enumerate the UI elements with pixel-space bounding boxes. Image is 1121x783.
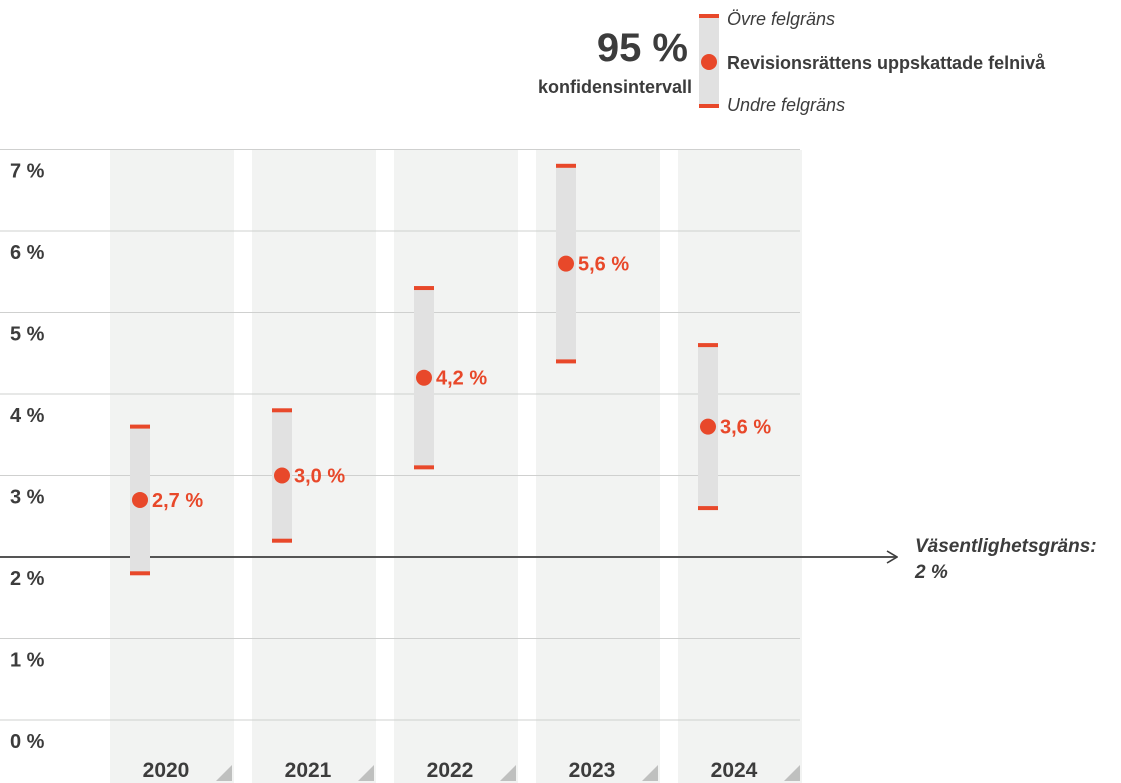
upper-bound-cap-2023 <box>556 163 576 168</box>
upper-bound-cap-2020 <box>130 424 150 429</box>
upper-bound-cap-2022 <box>414 286 434 291</box>
legend-upper-cap <box>699 14 719 18</box>
point-value-label-2020: 2,7 % <box>152 490 203 512</box>
y-tick-label: 6 % <box>10 242 45 264</box>
x-tick-label-2022: 2022 <box>427 759 474 782</box>
lower-bound-cap-2024 <box>698 506 718 511</box>
column-corner-2024 <box>784 765 800 781</box>
point-value-label-2024: 3,6 % <box>720 417 771 439</box>
lower-bound-cap-2020 <box>130 571 150 576</box>
error-rate-point-2020 <box>132 491 148 508</box>
column-corner-2021 <box>358 765 374 781</box>
legend-upper-label: Övre felgräns <box>727 9 836 29</box>
year-column-2022 <box>394 150 518 783</box>
error-rate-point-2024 <box>700 418 716 435</box>
legend-lower-cap <box>699 104 719 108</box>
point-value-label-2022: 4,2 % <box>436 368 487 390</box>
upper-bound-cap-2024 <box>698 343 718 348</box>
threshold-value-label: 2 % <box>914 562 948 583</box>
legend-point-label: Revisionsrättens uppskattade felnivå <box>727 53 1046 73</box>
y-tick-label: 0 % <box>10 731 45 753</box>
x-tick-label-2023: 2023 <box>569 759 616 782</box>
error-rate-point-2021 <box>274 467 290 484</box>
column-corner-2023 <box>642 765 658 781</box>
y-tick-label: 4 % <box>10 405 45 427</box>
error-rate-point-2023 <box>558 255 574 272</box>
year-column-2024 <box>678 150 802 783</box>
y-tick-label: 1 % <box>10 650 45 672</box>
column-corner-2020 <box>216 765 232 781</box>
lower-bound-cap-2022 <box>414 465 434 470</box>
point-value-label-2023: 5,6 % <box>578 254 629 276</box>
lower-bound-cap-2021 <box>272 538 292 543</box>
lower-bound-cap-2023 <box>556 359 576 364</box>
legend-confidence-value: 95 % <box>596 26 688 70</box>
legend-confidence-label: konfidensintervall <box>537 77 692 97</box>
chart-legend: 95 % konfidensintervall Övre felgräns Re… <box>480 6 1120 116</box>
y-tick-label: 7 % <box>10 161 45 183</box>
y-tick-label: 2 % <box>10 568 45 590</box>
error-rate-point-2022 <box>416 369 432 386</box>
legend-lower-label: Undre felgräns <box>727 95 846 115</box>
upper-bound-cap-2021 <box>272 408 292 413</box>
column-corner-2022 <box>500 765 516 781</box>
x-tick-label-2024: 2024 <box>711 759 758 782</box>
y-tick-label: 5 % <box>10 324 45 346</box>
year-column-2020 <box>110 150 234 783</box>
year-column-2023 <box>536 150 660 783</box>
x-tick-label-2020: 2020 <box>143 759 190 782</box>
y-tick-label: 3 % <box>10 487 45 509</box>
point-value-label-2021: 3,0 % <box>294 466 345 488</box>
legend-point-marker <box>701 54 717 70</box>
threshold-label: Väsentlighetsgräns: <box>915 536 1097 557</box>
x-tick-label-2021: 2021 <box>285 759 332 782</box>
